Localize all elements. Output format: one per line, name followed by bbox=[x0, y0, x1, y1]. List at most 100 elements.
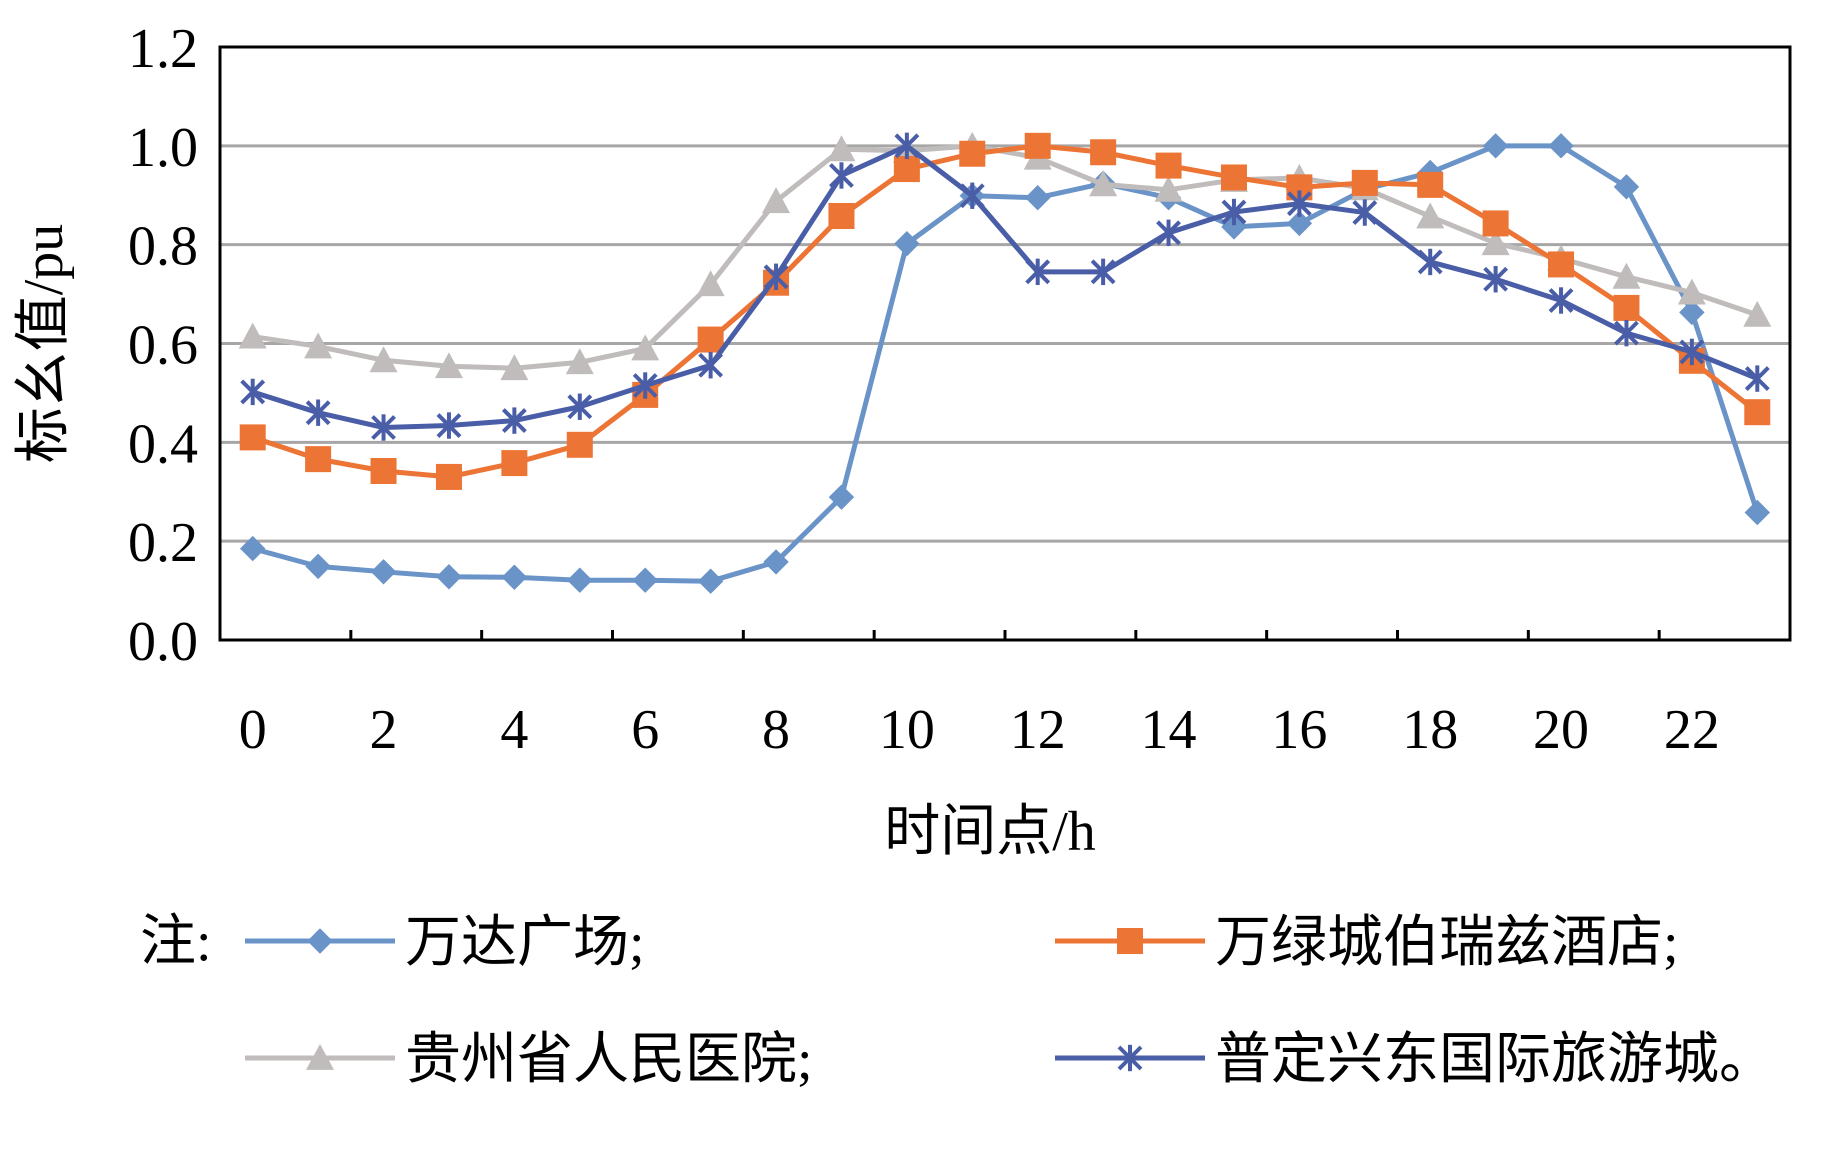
data-point bbox=[370, 559, 397, 585]
data-point bbox=[238, 322, 267, 349]
data-point bbox=[1482, 210, 1509, 237]
data-point bbox=[370, 457, 397, 484]
y-axis-title: 标幺值/pu bbox=[13, 224, 75, 464]
y-tick-label: 0.6 bbox=[128, 315, 198, 377]
data-point bbox=[697, 326, 724, 353]
series-3 bbox=[240, 132, 1770, 441]
data-point bbox=[1679, 338, 1705, 366]
series-line bbox=[251, 143, 1759, 431]
legend-marker bbox=[1117, 928, 1143, 954]
data-point bbox=[1679, 299, 1705, 326]
data-point bbox=[1286, 210, 1313, 237]
data-point bbox=[305, 399, 331, 426]
data-point bbox=[762, 187, 791, 214]
data-point bbox=[436, 564, 462, 590]
data-point bbox=[1548, 251, 1575, 278]
legend-marker bbox=[307, 928, 333, 954]
data-point bbox=[1155, 152, 1182, 179]
data-point bbox=[500, 354, 529, 381]
data-point bbox=[1221, 198, 1247, 226]
data-point bbox=[1090, 139, 1117, 166]
data-point bbox=[1744, 365, 1770, 392]
data-point bbox=[1220, 164, 1247, 191]
legend-label: 普定兴东国际旅游城。 bbox=[1215, 1029, 1775, 1091]
x-tick-labels: 0 2 4 6 8 10 12 14 16 18 20 22 bbox=[239, 699, 1720, 761]
data-point bbox=[894, 230, 920, 257]
y-tick-labels: 0.0 0.2 0.4 0.6 0.8 1.0 1.2 bbox=[128, 18, 198, 673]
data-point bbox=[1612, 262, 1641, 289]
data-point bbox=[828, 484, 855, 510]
data-point bbox=[1352, 199, 1378, 226]
data-point bbox=[893, 156, 920, 183]
data-point bbox=[1090, 258, 1116, 286]
data-point bbox=[1743, 300, 1772, 327]
legend-items: 万达广场; 万绿城伯瑞兹酒店; 贵州省人民医院; 普定兴东国际旅游城。 bbox=[245, 912, 1775, 1091]
data-point bbox=[501, 564, 528, 590]
data-point bbox=[829, 162, 854, 189]
y-tick-label: 1.2 bbox=[128, 18, 198, 80]
data-point bbox=[632, 372, 658, 399]
data-point bbox=[827, 135, 856, 162]
data-point bbox=[501, 407, 527, 434]
data-point bbox=[305, 446, 332, 473]
data-point bbox=[1416, 202, 1445, 229]
series-1 bbox=[239, 132, 1771, 490]
y-tick-label: 0.0 bbox=[128, 611, 198, 673]
data-point bbox=[1351, 169, 1378, 196]
data-point bbox=[501, 450, 528, 477]
data-point bbox=[1744, 499, 1770, 526]
data-point bbox=[1481, 229, 1510, 256]
data-point bbox=[435, 463, 462, 490]
data-point bbox=[1613, 174, 1640, 200]
x-tick-label: 22 bbox=[1664, 699, 1720, 761]
data-point bbox=[1089, 170, 1118, 197]
legend-label: 贵州省人民医院; bbox=[405, 1029, 813, 1091]
data-point bbox=[1548, 133, 1574, 159]
data-point bbox=[1156, 219, 1181, 247]
data-point bbox=[1024, 132, 1051, 159]
x-tick-label: 20 bbox=[1533, 699, 1589, 761]
data-point bbox=[1417, 171, 1444, 198]
data-point bbox=[565, 348, 594, 375]
legend: 注: 万达广场; 万绿城伯瑞兹酒店; 贵州省人民医院; 普定兴东国际旅游城。 bbox=[140, 911, 1775, 1091]
data-point bbox=[696, 270, 725, 297]
data-point bbox=[240, 535, 266, 562]
data-point bbox=[763, 549, 789, 575]
data-point bbox=[1548, 287, 1574, 314]
data-point bbox=[959, 140, 986, 167]
x-tick-label: 4 bbox=[500, 699, 528, 761]
y-tick-label: 0.8 bbox=[128, 216, 198, 278]
x-tick-label: 6 bbox=[631, 699, 659, 761]
data-point bbox=[305, 553, 331, 580]
data-point bbox=[239, 424, 266, 451]
legend-item: 普定兴东国际旅游城。 bbox=[1055, 1029, 1775, 1091]
legend-marker bbox=[1117, 1044, 1143, 1072]
x-tick-label: 0 bbox=[239, 699, 267, 761]
y-tick-label: 1.0 bbox=[128, 117, 198, 179]
data-point bbox=[1417, 248, 1443, 276]
data-point bbox=[1483, 266, 1509, 293]
x-tick-label: 14 bbox=[1141, 699, 1197, 761]
data-point bbox=[566, 431, 593, 458]
legend-item: 万绿城伯瑞兹酒店; bbox=[1055, 912, 1679, 974]
series-0 bbox=[240, 133, 1770, 594]
legend-item: 万达广场; bbox=[245, 912, 645, 974]
data-point bbox=[631, 334, 660, 361]
x-axis-title: 时间点/h bbox=[884, 801, 1096, 863]
data-point bbox=[1613, 294, 1640, 321]
data-point bbox=[567, 567, 593, 593]
data-point bbox=[304, 332, 333, 359]
data-point bbox=[240, 378, 266, 406]
y-tick-label: 0.4 bbox=[128, 413, 198, 475]
y-tick-label: 0.2 bbox=[128, 512, 198, 574]
legend-marker bbox=[306, 1044, 334, 1070]
data-point bbox=[369, 346, 398, 373]
data-point bbox=[436, 412, 462, 439]
data-point bbox=[1025, 258, 1051, 286]
series-line bbox=[252, 143, 1759, 371]
series-layer bbox=[238, 131, 1772, 594]
x-tick-label: 2 bbox=[370, 699, 398, 761]
data-point bbox=[632, 567, 658, 593]
series-line bbox=[252, 143, 1760, 584]
